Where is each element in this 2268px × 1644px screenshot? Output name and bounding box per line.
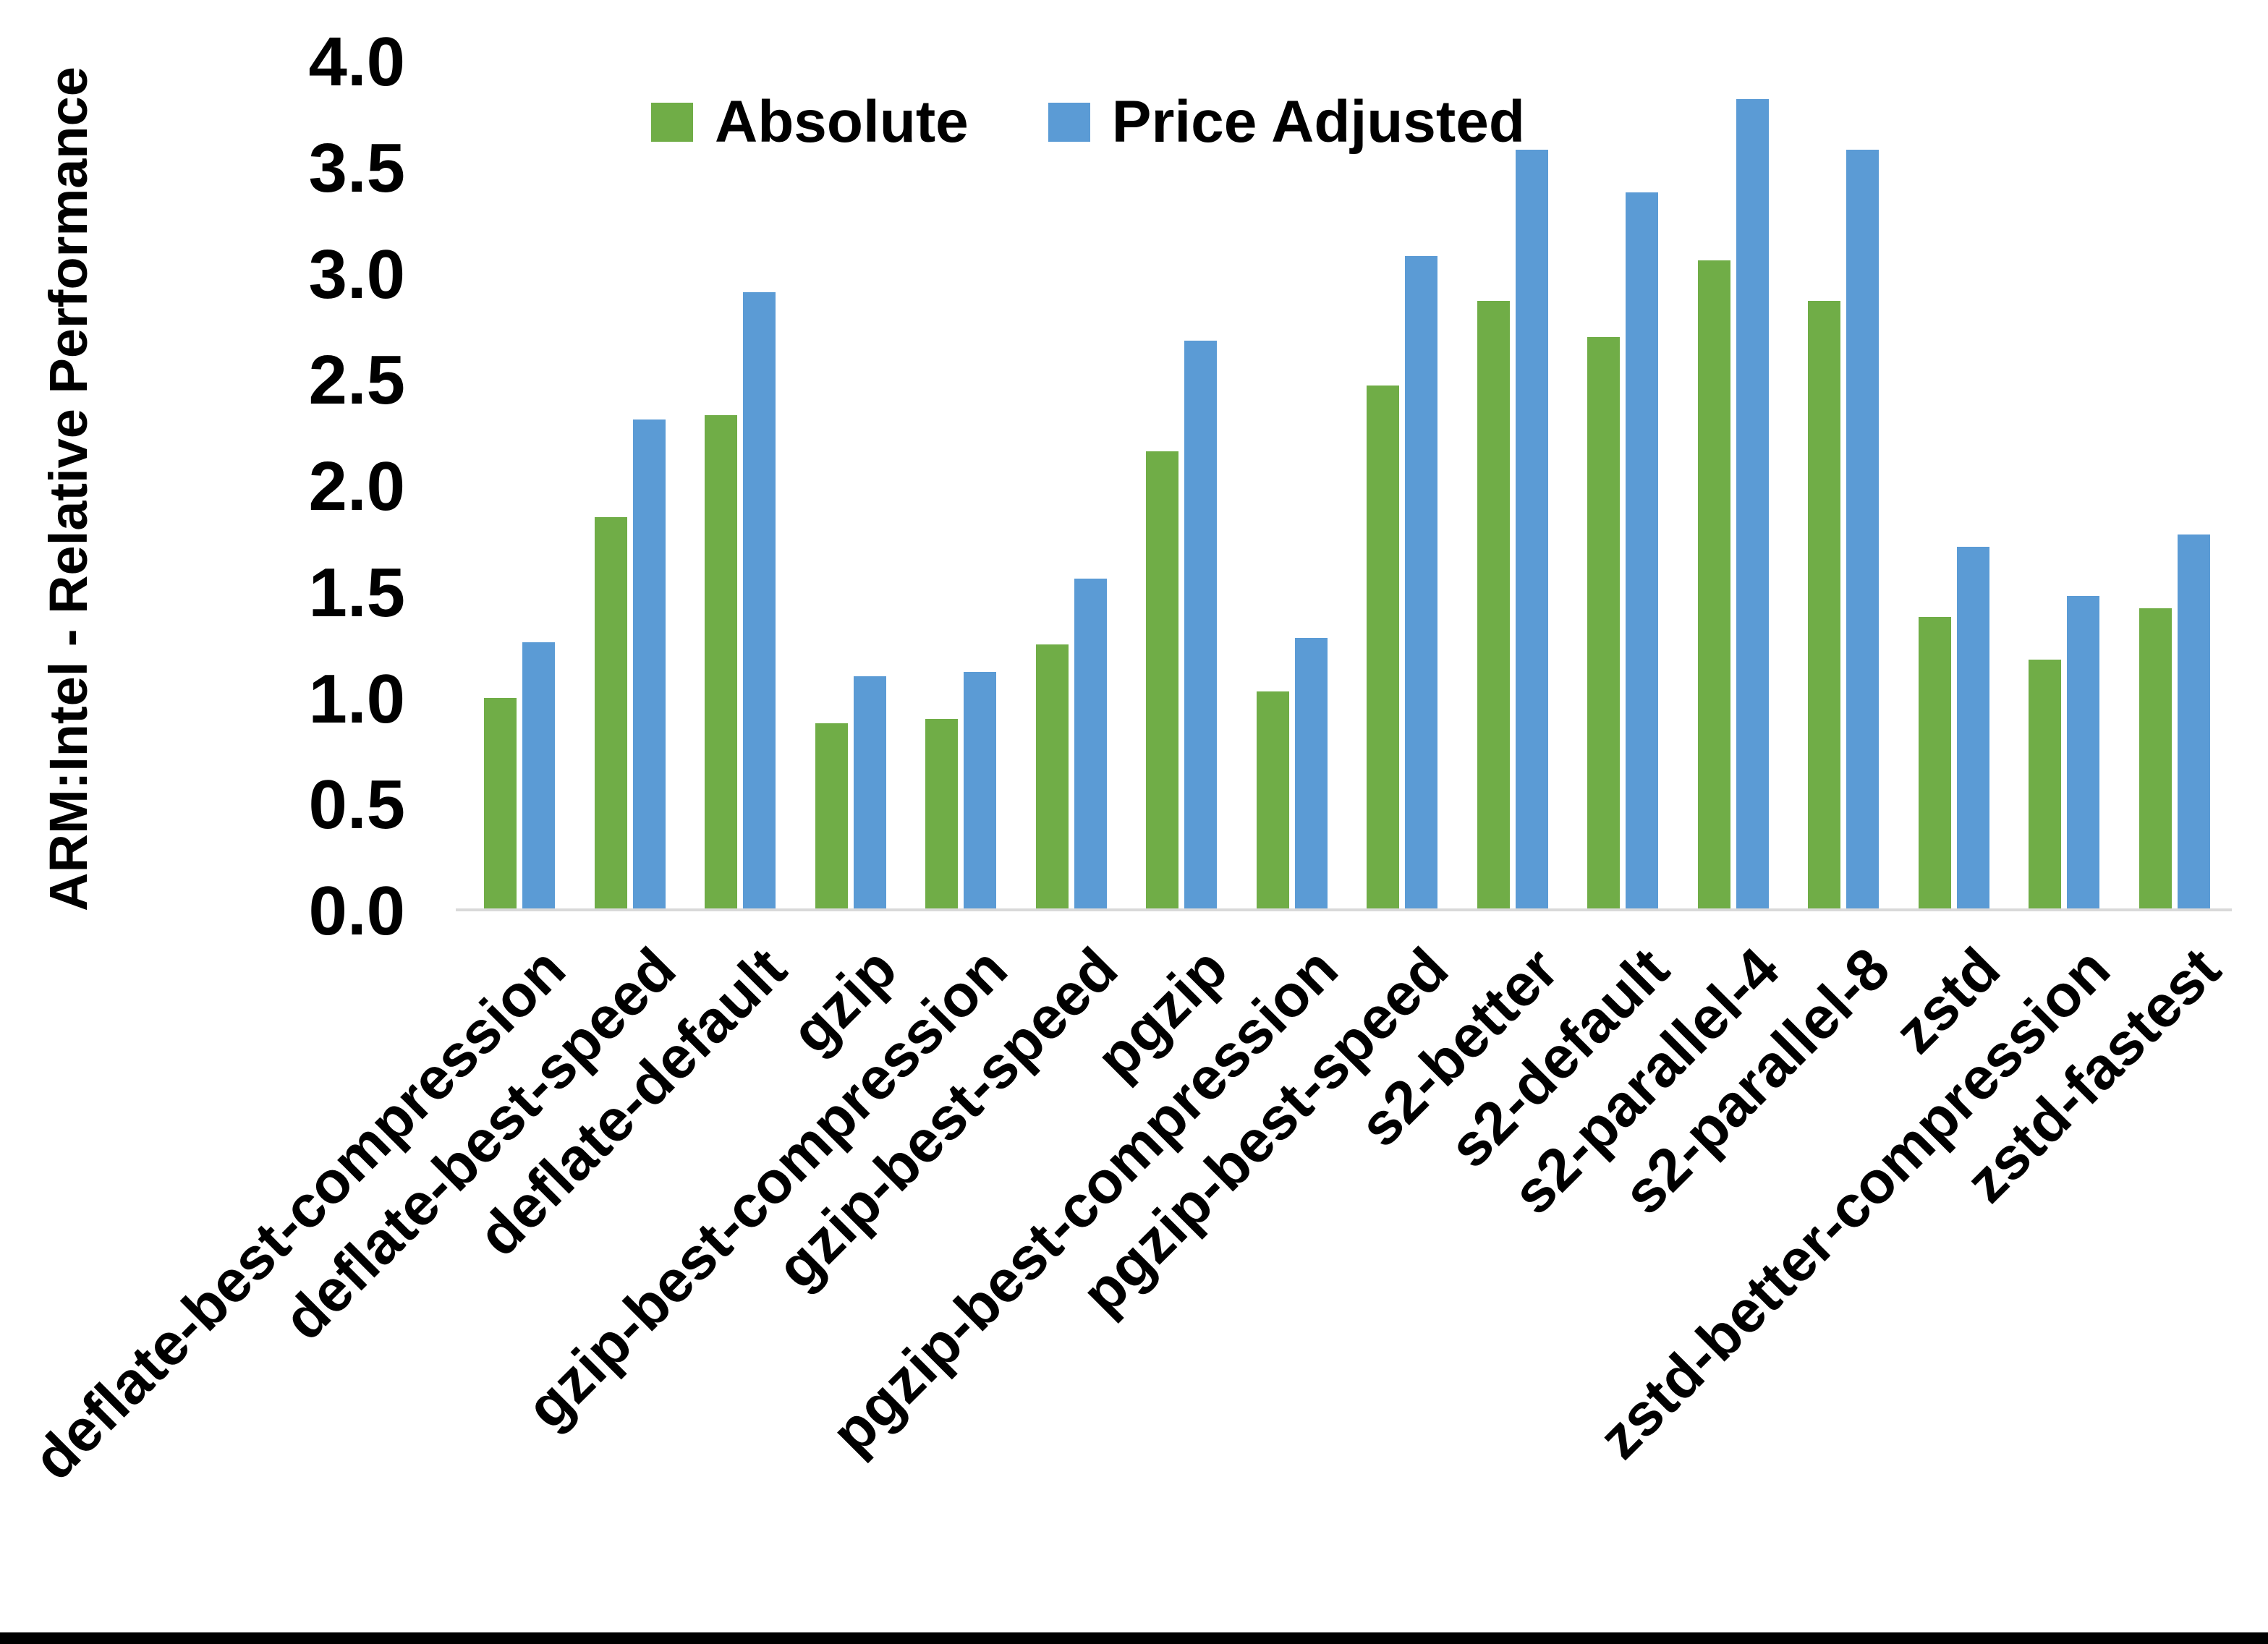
bar-price-adjusted-s2-parallel-4 — [1736, 98, 1769, 910]
bar-price-adjusted-gzip-best-compression — [964, 672, 997, 910]
legend-label-absolute: Absolute — [715, 89, 969, 155]
bar-price-adjusted-deflate-default — [743, 291, 776, 910]
y-tick-label: 3.5 — [308, 129, 405, 207]
bar-absolute-deflate-default — [705, 415, 738, 910]
y-tick-label: 2.0 — [308, 448, 405, 525]
legend-swatch-price-adjusted — [1048, 103, 1090, 142]
bar-price-adjusted-s2-default — [1626, 192, 1659, 910]
y-tick-label: 2.5 — [308, 341, 405, 419]
bar-absolute-deflate-best-speed — [594, 517, 627, 910]
bar-price-adjusted-pgzip-best-speed — [1405, 256, 1438, 910]
bar-price-adjusted-deflate-best-speed — [632, 419, 666, 910]
bar-absolute-zstd-better-compression — [2029, 659, 2062, 910]
y-axis-title: ARM:Intel - Relative Performance — [38, 67, 98, 911]
bar-price-adjusted-zstd-fastest — [2177, 534, 2210, 910]
y-tick-label: 0.5 — [308, 766, 405, 844]
bar-price-adjusted-zstd-better-compression — [2067, 595, 2100, 910]
legend-label-price-adjusted: Price Adjusted — [1111, 89, 1525, 155]
bar-absolute-s2-parallel-4 — [1697, 260, 1730, 910]
bar-price-adjusted-gzip-best-speed — [1074, 579, 1107, 910]
x-axis-line — [456, 908, 2232, 911]
bar-absolute-s2-default — [1587, 336, 1621, 910]
bar-absolute-s2-better — [1477, 300, 1510, 910]
bar-price-adjusted-gzip — [853, 676, 886, 910]
y-tick-label: 3.0 — [308, 235, 405, 313]
legend: Absolute Price Adjusted — [651, 93, 1525, 152]
legend-item-price-adjusted: Price Adjusted — [1048, 93, 1525, 152]
bottom-border — [0, 1632, 2268, 1644]
bar-price-adjusted-deflate-best-compression — [522, 642, 556, 910]
y-tick-label: 0.0 — [308, 872, 405, 950]
bar-absolute-s2-parallel-8 — [1808, 300, 1841, 910]
bar-price-adjusted-zstd — [1956, 547, 1989, 910]
bar-absolute-pgzip-best-compression — [1256, 691, 1289, 910]
bar-absolute-deflate-best-compression — [484, 697, 517, 910]
bar-absolute-pgzip-best-speed — [1367, 386, 1400, 910]
y-tick-label: 4.0 — [308, 23, 405, 101]
bar-price-adjusted-pgzip-best-compression — [1294, 638, 1328, 910]
bar-absolute-gzip-best-speed — [1035, 644, 1069, 910]
bar-absolute-zstd — [1918, 616, 1951, 910]
legend-item-absolute: Absolute — [651, 93, 969, 152]
bar-price-adjusted-s2-better — [1515, 150, 1548, 910]
y-tick-label: 1.5 — [308, 553, 405, 631]
bar-absolute-pgzip — [1146, 451, 1179, 910]
bar-price-adjusted-pgzip — [1184, 341, 1218, 910]
bar-absolute-gzip — [815, 723, 848, 910]
y-tick-label: 1.0 — [308, 660, 405, 738]
legend-swatch-absolute — [651, 103, 693, 142]
bar-price-adjusted-s2-parallel-8 — [1846, 150, 1880, 910]
bar-absolute-zstd-fastest — [2139, 608, 2172, 910]
bar-absolute-gzip-best-compression — [925, 718, 959, 910]
